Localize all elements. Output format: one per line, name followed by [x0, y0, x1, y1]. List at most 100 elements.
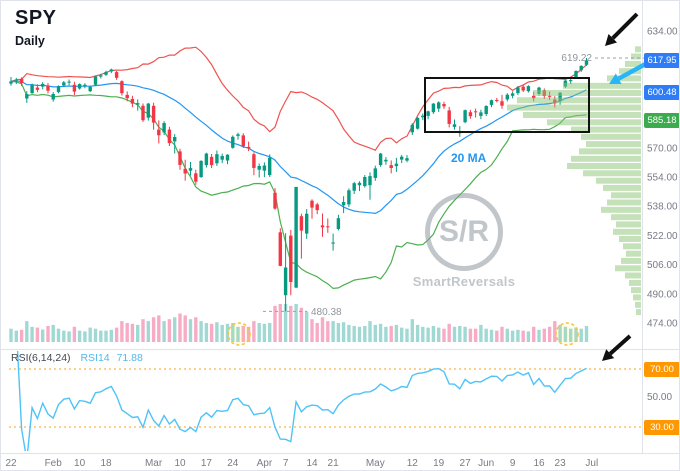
- volume-bar: [167, 319, 172, 342]
- volume-bar: [326, 321, 330, 342]
- volume-bar: [93, 328, 98, 342]
- time-axis-tick: 27: [460, 458, 472, 469]
- candle: [331, 242, 335, 244]
- candle: [204, 153, 209, 166]
- volume-profile-bar: [623, 243, 641, 250]
- volume-bar: [368, 321, 372, 342]
- volume-bar: [563, 326, 568, 342]
- volume-bar: [204, 323, 209, 342]
- price-axis-tick: 490.00: [647, 289, 678, 300]
- candle: [347, 190, 351, 205]
- candle: [19, 78, 24, 83]
- candle: [510, 93, 515, 96]
- candle: [547, 95, 552, 97]
- candle: [574, 71, 578, 78]
- volume-bar: [500, 326, 504, 342]
- rsi-arrow: [602, 334, 632, 361]
- candle: [51, 94, 55, 100]
- volume-bar: [178, 313, 182, 342]
- bb-upper-line: [10, 46, 587, 151]
- volume-bar: [320, 317, 325, 342]
- volume-profile-bar: [507, 104, 641, 111]
- time-axis-tick: May: [366, 458, 385, 469]
- volume-bar: [442, 328, 446, 342]
- time-axis-tick: 18: [100, 458, 112, 469]
- volume-bar: [99, 330, 103, 342]
- time-axis-tick: 9: [510, 458, 516, 469]
- volume-bar: [183, 315, 187, 342]
- volume-profile-bar: [636, 309, 641, 316]
- time-axis[interactable]: 22 Feb 10 18 Mar 10 17 24 Apr 7 14 21 May 12 19 27 Jun 9 1…: [5, 458, 598, 469]
- bb-middle-line: [10, 80, 587, 215]
- volume-profile-bar: [579, 148, 641, 155]
- volume-bar: [431, 326, 436, 342]
- volume-bar: [310, 319, 314, 342]
- volume-profile-bar: [613, 228, 641, 235]
- timeframe-label: Daily: [15, 34, 45, 48]
- candle: [199, 160, 203, 177]
- candle: [194, 173, 198, 182]
- candle: [151, 105, 156, 123]
- candle: [183, 168, 187, 174]
- volume-bar: [62, 330, 66, 342]
- volume-profile-bar: [567, 163, 641, 169]
- volume-bar: [252, 321, 256, 342]
- volume-bar: [294, 304, 298, 342]
- candle: [88, 86, 92, 92]
- volume-bar: [473, 328, 478, 342]
- candle: [62, 82, 66, 86]
- volume-profile-bar: [616, 221, 641, 228]
- volume-bar: [579, 328, 583, 342]
- volume-bar: [558, 324, 562, 342]
- price-axis[interactable]: 634.00 570.00 554.00 538.00 522.00 506.00 490.…: [647, 27, 678, 330]
- volume-bar: [83, 331, 87, 342]
- volume-bar: [273, 305, 277, 342]
- price-axis-tick: 634.00: [647, 27, 678, 38]
- volume-bar: [521, 330, 525, 342]
- candle: [9, 81, 13, 84]
- volume-bar: [553, 321, 557, 342]
- volume-bar: [389, 326, 393, 342]
- volume-bar: [447, 323, 451, 342]
- annotation-circle-june: [555, 322, 579, 346]
- volume-bar: [141, 319, 145, 342]
- time-axis-tick: 21: [328, 458, 340, 469]
- volume-bar: [516, 329, 520, 342]
- volume-bar: [394, 324, 399, 342]
- candle: [231, 136, 235, 148]
- candle: [431, 103, 436, 113]
- candle: [114, 72, 119, 78]
- candle: [579, 65, 583, 71]
- volume-bar: [569, 328, 573, 342]
- candle: [495, 100, 499, 101]
- volume-bar: [25, 321, 29, 342]
- candle: [505, 94, 509, 100]
- candle: [225, 154, 230, 161]
- price-axis-tick: 570.00: [647, 143, 678, 154]
- rsi-title-text: RSI(6,14,24): [11, 352, 71, 364]
- volume-bar: [341, 322, 346, 342]
- volume-bar: [363, 326, 367, 342]
- candle: [384, 159, 388, 162]
- price-axis-tick: 538.00: [647, 202, 678, 213]
- volume-bar: [278, 304, 282, 342]
- volume-bar: [88, 327, 92, 342]
- candle: [532, 95, 536, 99]
- volume-bar: [67, 331, 71, 342]
- rsi-indicator-title: RSI(6,14,24) RSI14 71.88: [11, 352, 143, 364]
- volume-profile-bar: [626, 250, 641, 257]
- volume-bar: [30, 326, 34, 342]
- candle: [35, 87, 40, 90]
- candle: [246, 146, 251, 149]
- candle: [109, 69, 113, 72]
- volume-profile-bar: [625, 60, 641, 67]
- volume-bar: [526, 331, 531, 342]
- rsi-pane: [9, 351, 641, 451]
- volume-profile-bar: [563, 82, 641, 89]
- candle: [452, 124, 457, 127]
- candle: [437, 102, 441, 109]
- candle: [130, 98, 135, 104]
- volume-bar: [246, 326, 251, 342]
